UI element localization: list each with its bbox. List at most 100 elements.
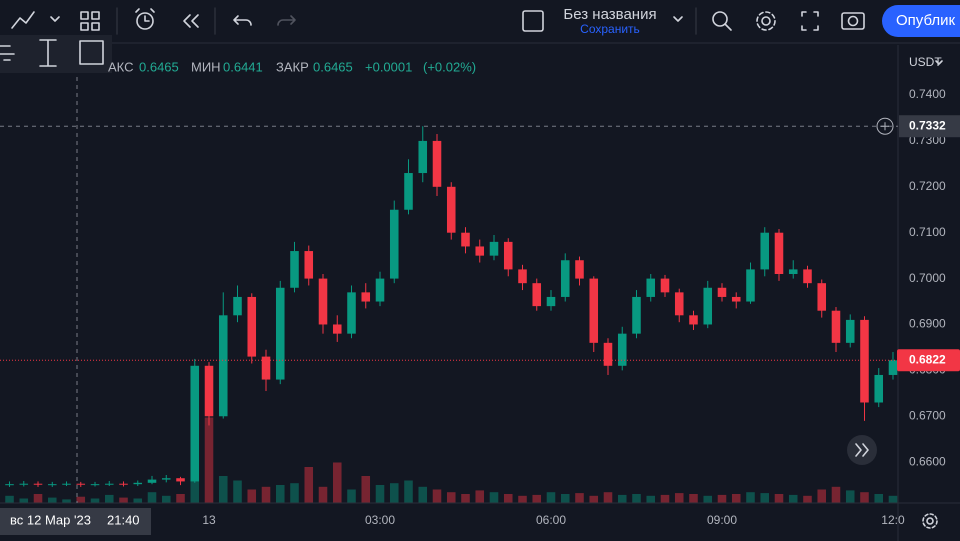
volume-bar xyxy=(404,480,413,503)
candle-body xyxy=(674,292,684,316)
indicator-icon[interactable] xyxy=(11,11,35,29)
candle-body xyxy=(76,483,86,485)
candle-body xyxy=(503,241,513,270)
save-link[interactable]: Сохранить xyxy=(580,22,640,36)
layout-title[interactable]: Без названия xyxy=(563,6,656,23)
volume-bar xyxy=(90,498,100,503)
search-icon[interactable] xyxy=(712,11,728,27)
candle-body xyxy=(717,287,727,297)
volume-bar xyxy=(104,494,114,503)
undo-icon[interactable] xyxy=(233,15,252,26)
scroll-icon xyxy=(855,443,869,457)
crosshair-time: 21:40 xyxy=(107,512,140,527)
publish-label[interactable]: Опублик xyxy=(896,12,956,29)
y-tick-label: 0.7200 xyxy=(909,179,946,193)
candle-body xyxy=(803,269,812,284)
legend-change: +0.0001 xyxy=(365,59,412,74)
candle-body xyxy=(19,483,29,485)
candle-body xyxy=(446,186,456,233)
candle-body xyxy=(190,365,200,482)
volume-bar xyxy=(133,498,143,503)
watchlist-icon[interactable] xyxy=(522,10,544,32)
candle-body xyxy=(218,315,228,417)
candle-body xyxy=(389,209,399,279)
volume-bar xyxy=(290,483,299,503)
snapshot-icon[interactable] xyxy=(841,12,865,30)
drawing-icons xyxy=(0,39,104,67)
publish-button[interactable] xyxy=(882,5,960,37)
x-tick-label: 06:00 xyxy=(536,513,566,527)
toolbar-icons xyxy=(11,7,865,35)
volume-bar xyxy=(646,495,656,503)
volume-bar xyxy=(332,462,342,503)
legend-label: АКС xyxy=(108,59,134,74)
volume-bar xyxy=(261,486,271,503)
volume-bar xyxy=(47,497,57,503)
measure-tool[interactable] xyxy=(39,39,57,67)
candle-body xyxy=(461,232,470,247)
legend-label: МИН xyxy=(191,59,221,74)
layout-menu-icon[interactable] xyxy=(673,16,683,22)
settings-icon[interactable] xyxy=(761,16,771,26)
x-tick-label: 12:0 xyxy=(881,513,905,527)
dropdown-icon[interactable] xyxy=(50,16,60,22)
candle-body xyxy=(746,269,755,302)
candle-body xyxy=(703,287,713,325)
axis-settings[interactable] xyxy=(922,513,938,529)
legend-change-pct: (+0.02%) xyxy=(423,59,476,74)
rect-tool[interactable] xyxy=(79,40,104,65)
legend-value: 0.6441 xyxy=(223,59,263,74)
y-tick-label: 0.6600 xyxy=(909,454,946,468)
volume-bar xyxy=(318,486,328,503)
currency-selector[interactable]: USDT xyxy=(909,55,942,69)
redo-icon[interactable] xyxy=(277,15,296,26)
candle-body xyxy=(332,324,342,334)
volume-bar xyxy=(817,489,827,503)
scroll-to-realtime[interactable] xyxy=(847,435,877,465)
candle-body xyxy=(233,296,242,316)
crosshair-price: 0.7332 xyxy=(909,118,946,132)
currency-dropdown[interactable] xyxy=(935,60,943,65)
candle-body xyxy=(432,140,442,187)
candle-body xyxy=(760,232,770,270)
volume-bar xyxy=(703,495,713,503)
candle-body xyxy=(5,484,14,486)
volume-bar xyxy=(760,493,770,503)
volume-bar xyxy=(19,498,29,503)
candle-body xyxy=(888,360,898,375)
candle-body xyxy=(147,479,157,483)
candle-body xyxy=(845,319,855,343)
volume-bar xyxy=(347,489,356,503)
fib-tool[interactable] xyxy=(0,45,15,61)
volume-bar xyxy=(304,467,314,503)
legend-label: ЗАКР xyxy=(276,59,309,74)
candle-body xyxy=(617,333,627,366)
replay-icon[interactable] xyxy=(183,14,199,28)
candle-body xyxy=(290,251,299,288)
y-tick-label: 0.6700 xyxy=(909,408,946,422)
overlay xyxy=(0,45,898,503)
alert-icon[interactable] xyxy=(136,12,154,30)
candle-body xyxy=(133,482,143,485)
top-toolbar xyxy=(0,0,960,43)
volume-bar xyxy=(731,494,741,503)
volume-bar xyxy=(774,494,784,503)
y-tick-label: 0.7400 xyxy=(909,87,946,101)
volume-bar xyxy=(803,495,812,503)
candle-body xyxy=(104,483,114,485)
fullscreen-icon[interactable] xyxy=(801,11,819,31)
candle-body xyxy=(860,319,869,403)
volume-bar xyxy=(190,471,200,503)
volume-bar xyxy=(147,492,157,503)
candle-body xyxy=(788,269,798,274)
candle-body xyxy=(275,287,285,380)
layout-icon[interactable] xyxy=(80,11,89,20)
y-tick-label: 0.7100 xyxy=(909,225,946,239)
volume-bar xyxy=(275,485,285,503)
candle-body xyxy=(90,484,100,486)
volume-bar xyxy=(503,494,513,503)
legend-value: 0.6465 xyxy=(139,59,179,74)
candle-body xyxy=(475,246,485,256)
add-alert-button[interactable] xyxy=(876,117,894,135)
candle-body xyxy=(560,260,570,297)
